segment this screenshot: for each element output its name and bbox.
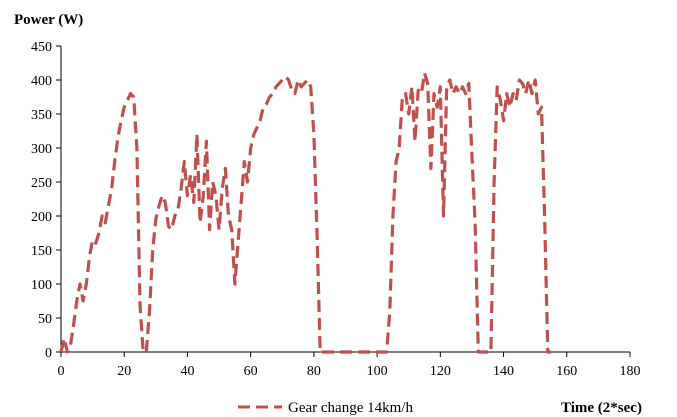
y-tick-label: 350 [31, 108, 52, 123]
x-tick-label: 160 [556, 364, 577, 379]
x-tick-label: 40 [180, 364, 194, 379]
x-tick-label: 0 [58, 364, 65, 379]
y-tick-label: 100 [31, 278, 52, 293]
y-tick-label: 200 [31, 210, 52, 225]
series-line [59, 71, 551, 354]
x-tick-label: 180 [620, 364, 641, 379]
legend-label: Gear change 14km/h [288, 400, 413, 416]
x-axis-title: Time (2*sec) [561, 400, 642, 416]
plot-area: 0 50 100 150 200 250 300 350 400 450 0 20 40 60 80 100 1… [31, 40, 641, 379]
y-tick-label: 300 [31, 142, 52, 157]
y-axis-title: Power (W) [14, 12, 83, 28]
y-tick-label: 150 [31, 244, 52, 259]
x-tick-label: 20 [117, 364, 131, 379]
y-tick-label: 450 [31, 40, 52, 55]
x-tick-label: 60 [244, 364, 258, 379]
x-tick-label: 100 [367, 364, 388, 379]
y-tick-label: 250 [31, 176, 52, 191]
legend: Gear change 14km/h [238, 400, 413, 416]
x-tick-label: 80 [307, 364, 321, 379]
x-tick-label: 140 [493, 364, 514, 379]
x-tick-label: 120 [430, 364, 451, 379]
y-tick-label: 50 [38, 312, 52, 327]
y-tick-label: 400 [31, 74, 52, 89]
y-tick-label: 0 [45, 346, 52, 361]
